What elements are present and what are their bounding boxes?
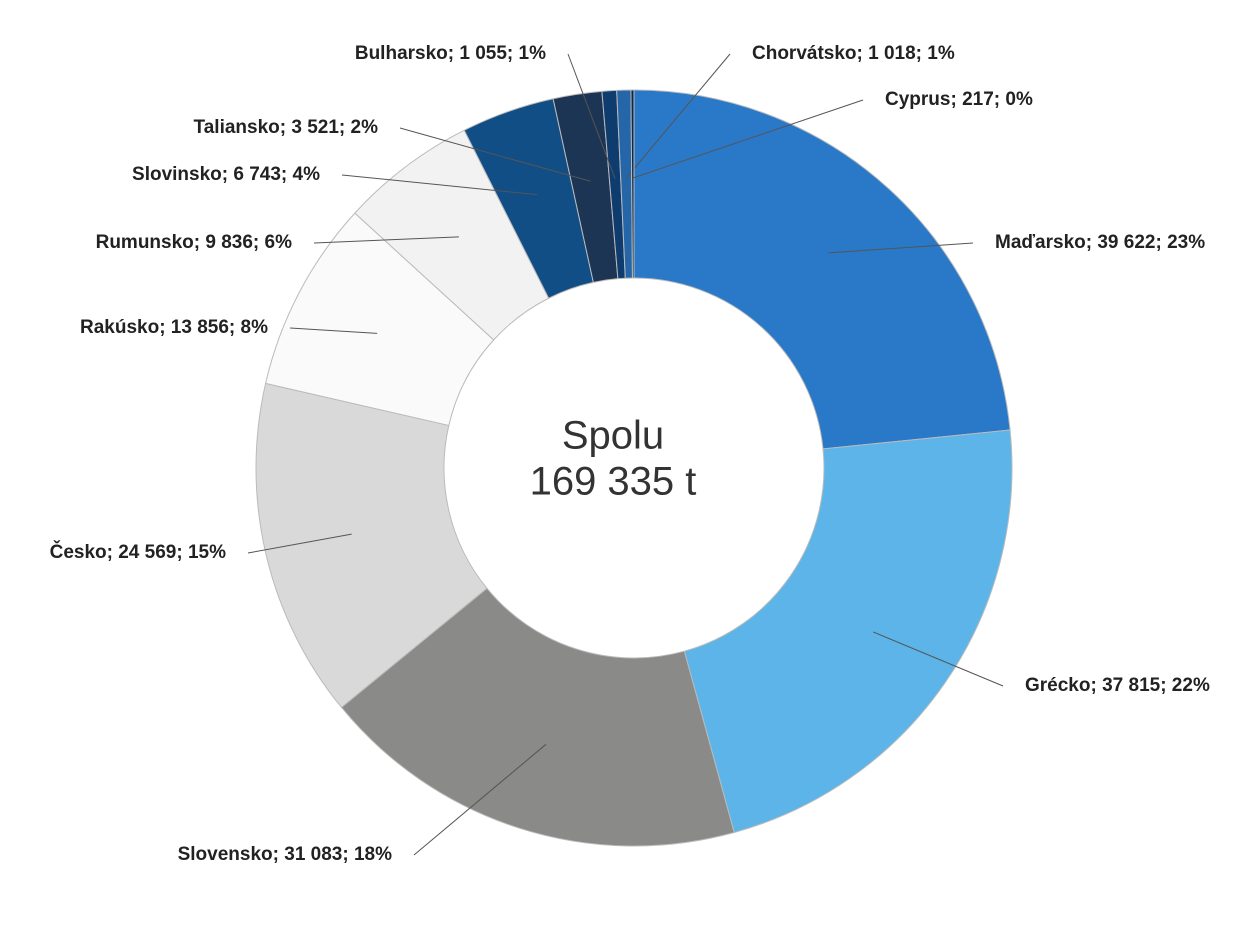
data-label: Taliansko; 3 521; 2%: [194, 117, 379, 138]
data-label: Maďarsko; 39 622; 23%: [995, 232, 1205, 253]
donut-slice: [255, 382, 488, 709]
leader-line: [399, 127, 591, 182]
leader-line: [341, 174, 538, 196]
leader-line: [632, 99, 864, 179]
leader-line: [625, 53, 731, 179]
data-label: Chorvátsko; 1 018; 1%: [752, 43, 955, 64]
data-label: Grécko; 37 815; 22%: [1025, 675, 1210, 696]
center-text: Spolu: [562, 414, 664, 458]
data-label: Cyprus; 217; 0%: [885, 89, 1033, 110]
leader-line: [413, 743, 547, 856]
donut-slice: [630, 89, 635, 279]
donut-slice: [633, 89, 1011, 450]
data-label: Slovinsko; 6 743; 4%: [132, 164, 320, 185]
leader-line: [828, 242, 974, 254]
center-text: 169 335 t: [530, 460, 697, 504]
data-label: Slovensko; 31 083; 18%: [178, 844, 392, 865]
data-label: Rakúsko; 13 856; 8%: [80, 317, 268, 338]
data-label: Rumunsko; 9 836; 6%: [96, 232, 292, 253]
leader-line: [873, 631, 1004, 687]
donut-slice: [340, 587, 735, 847]
data-label: Česko; 24 569; 15%: [50, 541, 226, 563]
leader-line: [567, 53, 616, 179]
leader-line: [313, 236, 459, 244]
leader-line: [247, 533, 352, 554]
donut-slice: [683, 429, 1013, 834]
data-label: Bulharsko; 1 055; 1%: [355, 43, 546, 64]
leader-line: [289, 327, 378, 334]
